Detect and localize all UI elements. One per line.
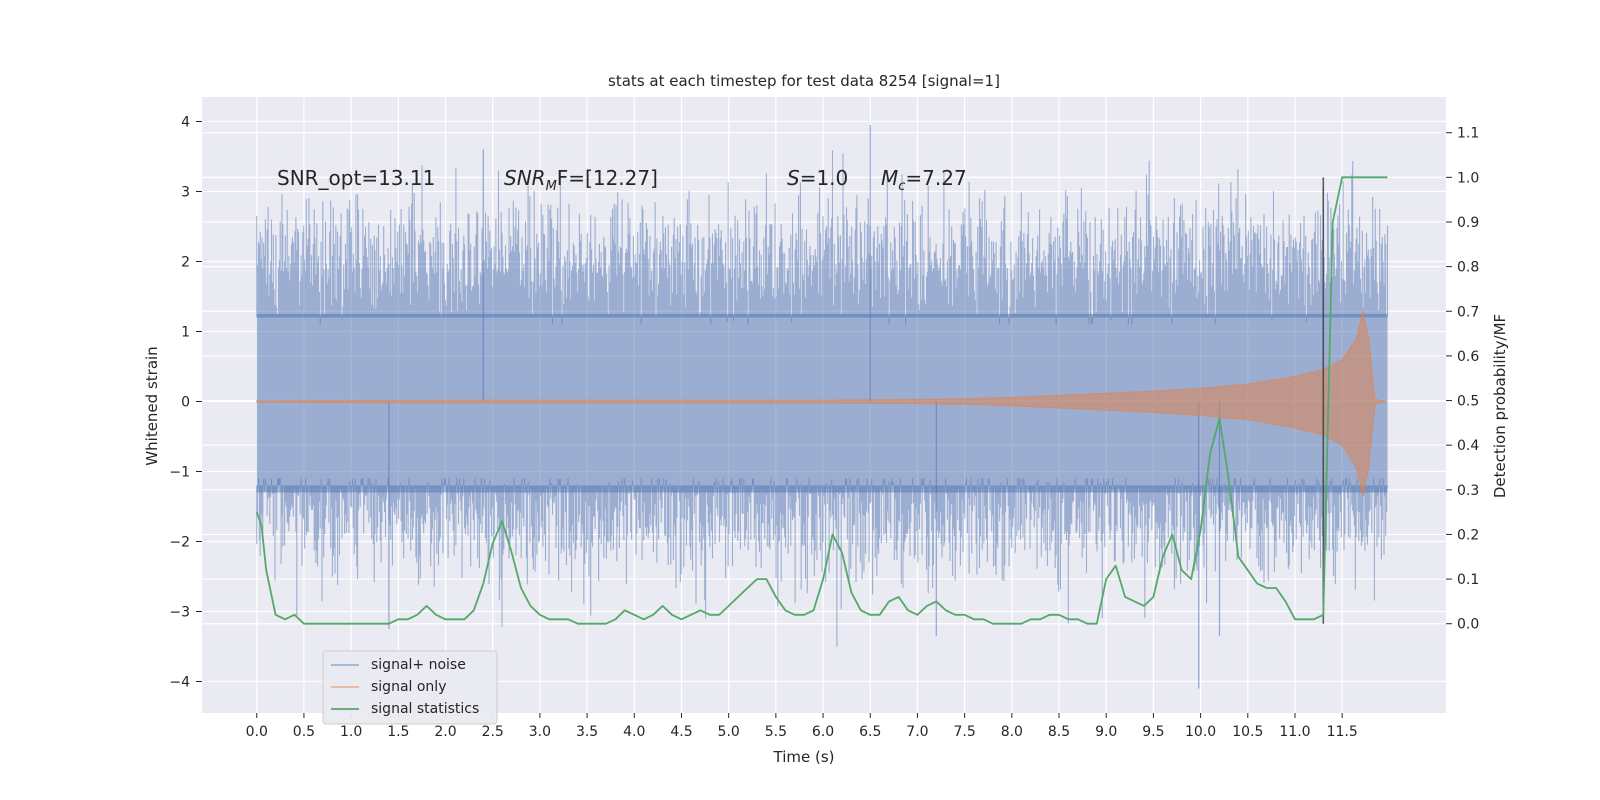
x-tick-label: 2.0 xyxy=(434,724,456,740)
annotation-snr-mf-name: SNR xyxy=(504,166,546,190)
x-tick-label: 0.0 xyxy=(246,724,268,740)
y2-tick-label: 0.1 xyxy=(1457,572,1479,588)
x-tick-label: 0.5 xyxy=(293,724,315,740)
x-tick-label: 1.5 xyxy=(387,724,409,740)
x-tick-label: 5.5 xyxy=(765,724,787,740)
legend: signal+ noise signal only signal statist… xyxy=(322,650,498,725)
annotation-s-name: S xyxy=(787,166,800,190)
x-tick-label: 11.5 xyxy=(1327,724,1358,740)
x-tick-label: 4.0 xyxy=(623,724,645,740)
x-tick-label: 4.5 xyxy=(670,724,692,740)
y2-tick-label: 0.3 xyxy=(1457,483,1479,499)
annotation-s: S=1.0 xyxy=(787,166,848,190)
x-tick-label: 2.5 xyxy=(482,724,504,740)
y2-tick-label: 0.4 xyxy=(1457,438,1479,454)
x-tick-label: 9.5 xyxy=(1142,724,1164,740)
y-tick-label: 3 xyxy=(181,185,190,201)
y2-tick-label: 0.8 xyxy=(1457,260,1479,276)
x-tick-label: 11.0 xyxy=(1279,724,1310,740)
noise-upper-excursions xyxy=(256,150,1389,325)
annotation-mc: Mc=7.27 xyxy=(881,166,967,194)
x-tick-label: 10.5 xyxy=(1232,724,1263,740)
legend-label-signal-plus-noise: signal+ noise xyxy=(371,657,466,673)
y2-tick-label: 0.9 xyxy=(1457,215,1479,231)
annotation-snr-mf-sub: M xyxy=(546,179,557,194)
annotation-snr-mf-rest: F=[12.27] xyxy=(557,166,658,190)
x-tick-label: 1.0 xyxy=(340,724,362,740)
x-tick-label: 3.5 xyxy=(576,724,598,740)
x-tick-label: 7.0 xyxy=(906,724,928,740)
annotation-snr-mf: SNRMF=[12.27] xyxy=(504,166,658,194)
legend-label-signal-statistics: signal statistics xyxy=(371,701,479,717)
y2-axis-label: Detection probability/MF xyxy=(1491,314,1509,498)
y-tick-label: −1 xyxy=(169,465,190,481)
legend-box xyxy=(322,650,498,725)
series-signal-statistics xyxy=(255,176,1388,625)
chart-title: stats at each timestep for test data 825… xyxy=(608,72,1000,90)
y-tick-label: 1 xyxy=(181,325,190,341)
y-tick-label: 0 xyxy=(181,395,190,411)
y2-tick-label: 1.1 xyxy=(1457,126,1479,142)
x-tick-label: 10.0 xyxy=(1185,724,1216,740)
y-tick-label: −4 xyxy=(169,675,190,691)
y2-tick-label: 0.0 xyxy=(1457,617,1479,633)
y2-axis-ticks: 1.1 1.0 0.9 0.8 0.7 0.6 0.5 0.4 0.3 0.2 0.1 0.0 xyxy=(1446,126,1479,633)
signal-only-envelope xyxy=(256,310,1388,498)
x-tick-label: 6.0 xyxy=(812,724,834,740)
x-tick-label: 8.5 xyxy=(1048,724,1070,740)
x-tick-label: 9.0 xyxy=(1095,724,1117,740)
annotation-snr-opt: SNR_opt=13.11 xyxy=(277,166,435,190)
x-tick-label: 3.0 xyxy=(529,724,551,740)
y-tick-label: −2 xyxy=(169,535,190,551)
y-tick-label: −3 xyxy=(169,605,190,621)
annotation-mc-rest: =7.27 xyxy=(905,166,966,190)
y-tick-label: 4 xyxy=(181,115,190,131)
y2-tick-label: 0.7 xyxy=(1457,304,1479,320)
y-tick-label: 2 xyxy=(181,255,190,271)
y2-tick-label: 1.0 xyxy=(1457,170,1479,186)
x-tick-label: 8.0 xyxy=(1001,724,1023,740)
x-axis-label: Time (s) xyxy=(773,748,835,766)
series-signal-only xyxy=(256,310,1388,498)
y2-tick-label: 0.5 xyxy=(1457,394,1479,410)
y2-tick-label: 0.2 xyxy=(1457,527,1479,543)
annotation-mc-name: M xyxy=(881,166,898,190)
y-axis-label: Whitened strain xyxy=(143,346,161,465)
y2-tick-label: 0.6 xyxy=(1457,349,1479,365)
annotation-mc-sub: c xyxy=(898,179,905,194)
x-axis-ticks: 0.0 0.5 1.0 1.5 2.0 2.5 3.0 3.5 4.0 4.5 5.0 5.5 6.0 6… xyxy=(246,713,1358,740)
x-tick-label: 5.0 xyxy=(718,724,740,740)
legend-label-signal-only: signal only xyxy=(371,679,446,695)
y-axis-ticks: 4 3 2 1 0 −1 −2 −3 −4 xyxy=(169,115,202,691)
annotation-s-rest: =1.0 xyxy=(800,166,849,190)
x-tick-label: 7.5 xyxy=(954,724,976,740)
x-tick-label: 6.5 xyxy=(859,724,881,740)
statistics-line xyxy=(255,176,1388,625)
noise-lower-excursions xyxy=(256,478,1389,647)
